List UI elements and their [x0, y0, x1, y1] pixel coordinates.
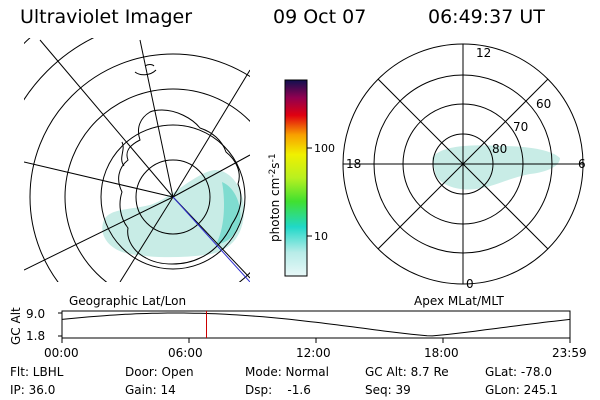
satellite-track: [172, 196, 250, 282]
mlt-18-label: 18: [346, 157, 361, 171]
mode-readout: Mode: Normal: [245, 365, 329, 379]
gc-alt-readout: GC Alt: 8.7 Re: [365, 365, 449, 379]
door-readout: Door: Open: [125, 365, 194, 379]
intensity-colorbar: 10 100 photon cm-2s-1: [268, 79, 335, 277]
colorbar-tick-100: 100: [314, 142, 335, 155]
altitude-timeline: [58, 310, 571, 343]
filter-readout: Flt: LBHL: [10, 365, 64, 379]
mlat-70-label: 70: [513, 120, 528, 134]
mlt-12-label: 12: [476, 46, 491, 60]
glon-readout: GLon: 245.1: [485, 383, 558, 397]
aurora-emission-magnetic: [432, 145, 560, 190]
timeline-y-label: GC Alt: [9, 307, 23, 345]
seq-readout: Seq: 39: [365, 383, 411, 397]
mlat-60-label: 60: [536, 97, 551, 111]
x-tick-1800: 18:00: [424, 346, 459, 360]
aurora-bright-geographic: [216, 182, 241, 244]
mlt-0-label: 0: [466, 277, 474, 291]
altitude-curve: [61, 312, 571, 337]
mlt-6-label: 6: [578, 157, 586, 171]
antarctica-coastline: [118, 109, 242, 265]
dsp-readout: Dsp: -1.6: [245, 383, 311, 397]
magnetic-polar-plot: [342, 43, 584, 285]
x-tick-0600: 06:00: [168, 346, 203, 360]
colorbar-label: photon cm-2s-1: [268, 153, 282, 242]
timeline-y-min: 1.8: [26, 329, 45, 343]
x-tick-1200: 12:00: [296, 346, 331, 360]
magnetic-panel-label: Apex MLat/MLT: [414, 294, 504, 308]
colorbar-tick-10: 10: [314, 230, 328, 243]
geographic-panel-label: Geographic Lat/Lon: [69, 294, 187, 308]
aurora-emission-geographic: [102, 170, 244, 258]
observation-time: 06:49:37 UT: [428, 6, 545, 28]
x-tick-2359: 23:59: [552, 346, 587, 360]
x-tick-0000: 00:00: [44, 346, 79, 360]
observation-date: 09 Oct 07: [273, 6, 367, 28]
timeline-y-max: 9.0: [26, 307, 45, 321]
instrument-title: Ultraviolet Imager: [20, 6, 193, 28]
mlat-80-label: 80: [492, 142, 507, 156]
glat-readout: GLat: -78.0: [485, 365, 552, 379]
ip-readout: IP: 36.0: [10, 383, 56, 397]
gain-readout: Gain: 14: [125, 383, 176, 397]
